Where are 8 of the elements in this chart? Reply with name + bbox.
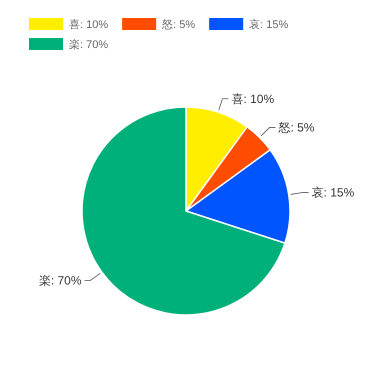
legend-label: 怒: 5% [161,19,196,31]
slice-label: 喜: 10% [231,92,274,106]
slice-label: 哀: 15% [312,186,355,200]
legend-label: 楽: 70% [69,39,108,51]
slice-label: 怒: 5% [277,120,315,135]
legend-label: 喜: 10% [69,18,108,31]
legend-label: 哀: 15% [249,18,289,31]
slice-label: 楽: 70% [38,273,82,288]
